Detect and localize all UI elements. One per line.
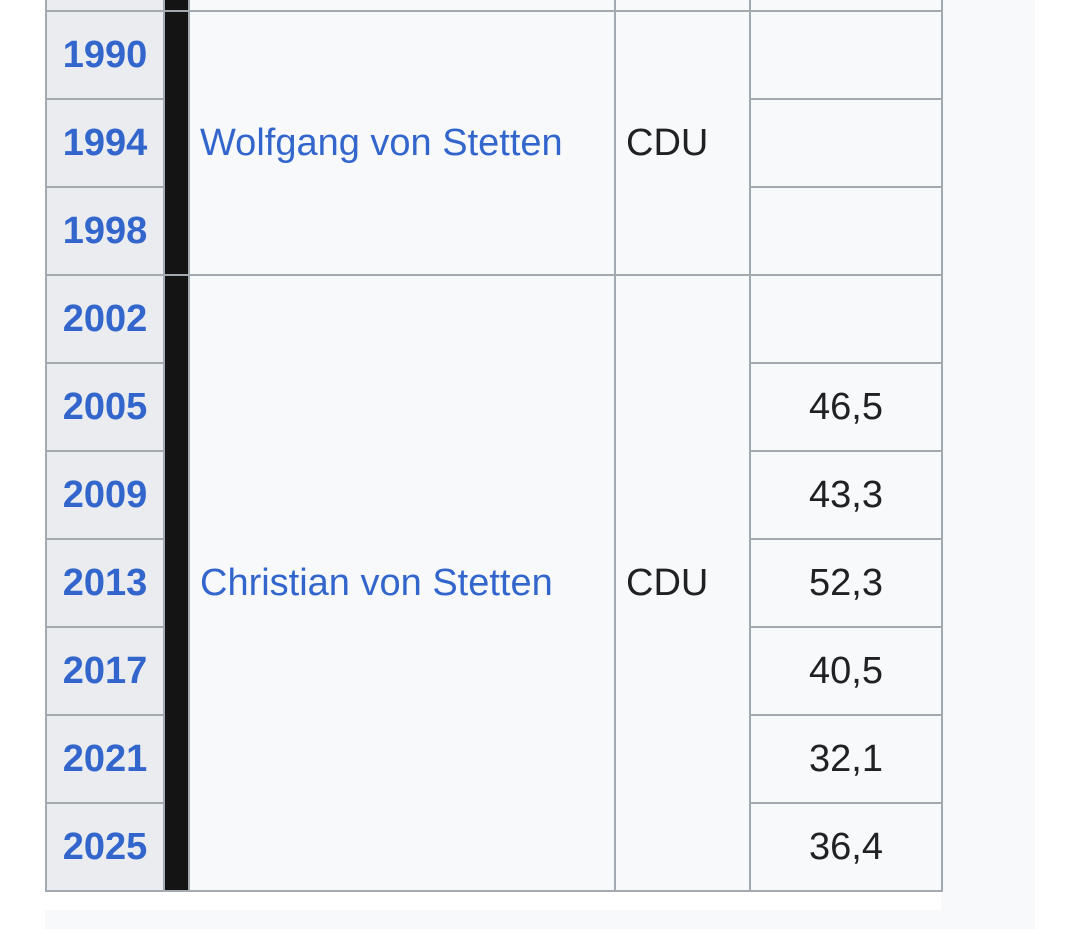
year-cell: 2021	[45, 714, 165, 804]
table-row: 2002 Christian von Stetten CDU	[45, 274, 943, 892]
year-link[interactable]: 2005	[62, 385, 148, 428]
year-cell: 2002	[45, 274, 165, 364]
vote-share-cell: 36,4	[749, 802, 943, 892]
party-cell: CDU	[614, 274, 751, 892]
vote-share-cell: 46,5	[749, 362, 943, 452]
vote-share-cell	[749, 98, 943, 188]
year-link[interactable]: 2021	[62, 737, 148, 780]
page-margin-bottom	[45, 910, 1035, 929]
year-link[interactable]: 1990	[62, 33, 148, 76]
year-link[interactable]: 2009	[62, 473, 148, 516]
year-cell: 1990	[45, 10, 165, 100]
year-link[interactable]: 2002	[62, 297, 148, 340]
table-row: 2025 36,4	[45, 802, 943, 892]
year-cell: 2017	[45, 626, 165, 716]
table-row: 1990 Wolfgang von Stetten CDU	[45, 10, 943, 276]
year-link[interactable]: 2025	[62, 825, 148, 868]
vote-share-cell	[749, 274, 943, 364]
table-row: 1994	[45, 98, 943, 188]
vote-share-cell: 40,5	[749, 626, 943, 716]
candidate-cell	[188, 0, 616, 12]
table-row: 1998	[45, 186, 943, 276]
table-row: 2009 43,3	[45, 450, 943, 540]
party-color-bar	[163, 10, 190, 276]
year-cell: 1998	[45, 186, 165, 276]
year-cell: 2009	[45, 450, 165, 540]
page-margin-right	[941, 0, 1035, 910]
table-row: 2017 40,5	[45, 626, 943, 716]
candidate-link[interactable]: Wolfgang von Stetten	[200, 121, 563, 164]
year-link[interactable]: 1994	[62, 121, 148, 164]
year-link[interactable]: 1998	[62, 209, 148, 252]
candidate-link[interactable]: Christian von Stetten	[200, 561, 553, 604]
year-cell	[45, 0, 165, 12]
vote-share-cell	[749, 186, 943, 276]
table-row	[45, 0, 943, 12]
vote-share-cell	[749, 0, 943, 12]
party-cell	[614, 0, 751, 12]
year-cell: 2005	[45, 362, 165, 452]
party-cell: CDU	[614, 10, 751, 276]
party-color-bar	[163, 274, 190, 892]
year-cell: 2025	[45, 802, 165, 892]
year-link[interactable]: 2017	[62, 649, 148, 692]
vote-share-cell: 52,3	[749, 538, 943, 628]
election-results-table: 1990 Wolfgang von Stetten CDU 1994 1998 …	[45, 0, 943, 892]
table-row: 2013 52,3	[45, 538, 943, 628]
candidate-cell: Christian von Stetten	[188, 274, 616, 892]
table-row: 2005 46,5	[45, 362, 943, 452]
table-row: 2021 32,1	[45, 714, 943, 804]
candidate-cell: Wolfgang von Stetten	[188, 10, 616, 276]
vote-share-cell: 32,1	[749, 714, 943, 804]
year-link[interactable]: 2013	[62, 561, 148, 604]
party-color-bar	[163, 0, 190, 12]
vote-share-cell: 43,3	[749, 450, 943, 540]
year-cell: 1994	[45, 98, 165, 188]
vote-share-cell	[749, 10, 943, 100]
year-cell: 2013	[45, 538, 165, 628]
